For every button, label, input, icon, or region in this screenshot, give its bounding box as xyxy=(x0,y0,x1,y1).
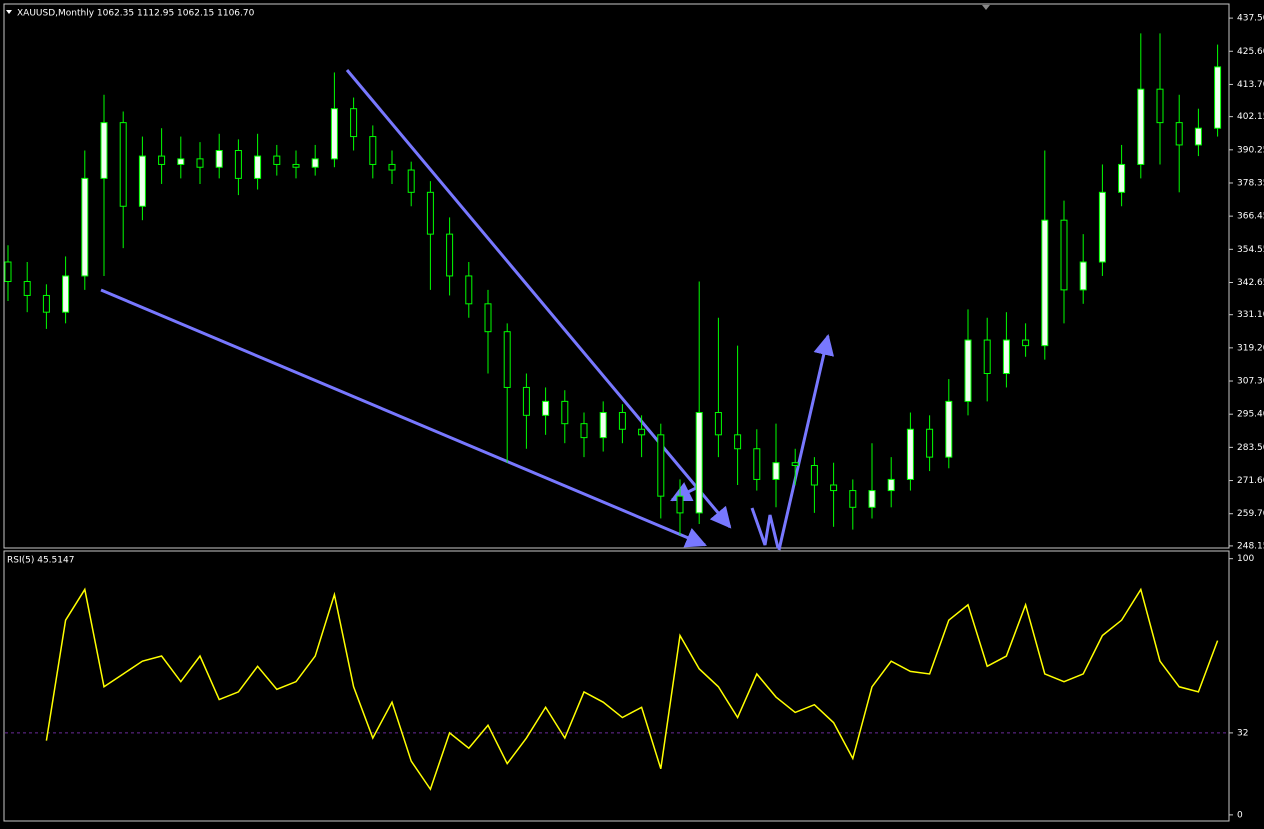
candle-body xyxy=(657,434,665,497)
candle-body xyxy=(330,108,338,160)
candle-body xyxy=(100,122,108,179)
candle-body xyxy=(158,155,166,165)
candle-body xyxy=(1175,122,1183,146)
chart-title: XAUUSD,Monthly 1062.35 1112.95 1062.15 1… xyxy=(17,9,255,19)
y-tick-label: 331.10 xyxy=(1237,310,1264,320)
candle-body xyxy=(388,163,396,171)
candle-body xyxy=(791,462,799,466)
candle-body xyxy=(618,412,626,430)
y-tick-label: 402.15 xyxy=(1237,112,1264,122)
y-tick-label: 437.50 xyxy=(1237,14,1264,24)
candle-body xyxy=(753,448,761,480)
candle-body xyxy=(119,122,127,207)
candle-body xyxy=(1022,339,1030,347)
y-tick-label: 390.25 xyxy=(1237,145,1264,155)
candle-body xyxy=(830,484,838,492)
y-tick-label: 425.60 xyxy=(1237,47,1264,57)
candle-body xyxy=(964,339,972,402)
y-tick-label: 307.30 xyxy=(1237,377,1264,387)
candle-body xyxy=(695,412,703,514)
candle-body xyxy=(138,155,146,207)
menu-icon[interactable] xyxy=(6,10,12,14)
candle-body xyxy=(772,462,780,480)
candle-body xyxy=(580,423,588,439)
main-panel xyxy=(3,3,1230,549)
candle-body xyxy=(926,428,934,458)
y-tick-label: 342.65 xyxy=(1237,278,1264,288)
candle-body xyxy=(906,428,914,480)
candle-body xyxy=(599,412,607,439)
candle-body xyxy=(234,150,242,179)
trendlines xyxy=(100,69,835,551)
y-tick-label: 378.35 xyxy=(1237,178,1264,188)
candle-body xyxy=(407,169,415,193)
candle-body xyxy=(1194,127,1202,146)
y-tick-label: 366.45 xyxy=(1237,212,1264,222)
candle-body xyxy=(542,400,550,416)
y-tick-label: 0 xyxy=(1237,810,1243,820)
rsi-panel xyxy=(3,550,1230,822)
candle-body xyxy=(465,275,473,305)
candle-body xyxy=(983,339,991,375)
candle-body xyxy=(484,303,492,333)
y-tick-label: 413.70 xyxy=(1237,80,1264,90)
candle-body xyxy=(810,464,818,486)
candle-body xyxy=(676,495,684,514)
rsi-title: RSI(5) 45.5147 xyxy=(7,556,74,566)
arrow xyxy=(777,333,835,551)
candle-body xyxy=(849,490,857,508)
y-tick-label: 319.20 xyxy=(1237,343,1264,353)
candle-body xyxy=(23,281,31,296)
candle-body xyxy=(254,155,262,179)
zigzag xyxy=(750,507,780,549)
candle-body xyxy=(1137,88,1145,165)
candle-body xyxy=(1041,219,1049,347)
candle-body xyxy=(350,108,358,138)
trendline xyxy=(100,288,707,548)
candle-body xyxy=(273,155,281,165)
candle-body xyxy=(1079,261,1087,291)
candle-body xyxy=(868,490,876,508)
candle-body xyxy=(1118,163,1126,193)
y-tick-label: 248.15 xyxy=(1237,541,1264,551)
y-tick-label: 259.70 xyxy=(1237,509,1264,519)
candle-body xyxy=(196,158,204,168)
candle-body xyxy=(1156,88,1164,124)
candle-body xyxy=(887,478,895,492)
candle-body xyxy=(714,412,722,436)
rsi-line xyxy=(45,587,1219,791)
candle-body xyxy=(426,191,434,235)
y-tick-label: 354.55 xyxy=(1237,245,1264,255)
y-tick-label: 283.50 xyxy=(1237,443,1264,453)
candle-body xyxy=(1002,339,1010,375)
candle-body xyxy=(638,428,646,436)
candle-body xyxy=(522,386,530,416)
y-tick-label: 271.60 xyxy=(1237,476,1264,486)
y-tick-label: 32 xyxy=(1237,728,1248,738)
candle-body xyxy=(311,158,319,168)
candle-body xyxy=(446,233,454,277)
y-tick-label: 100 xyxy=(1237,554,1254,564)
candle-body xyxy=(503,331,511,388)
candle-body xyxy=(62,275,70,313)
candle-body xyxy=(42,294,50,313)
shift-marker xyxy=(982,5,990,10)
candle-body xyxy=(4,261,12,283)
trendline xyxy=(345,69,732,529)
candle-body xyxy=(81,177,89,277)
candle-body xyxy=(734,434,742,450)
candle-body xyxy=(1098,191,1106,263)
candle-body xyxy=(292,163,300,168)
candle-body xyxy=(1060,219,1068,291)
y-tick-label: 295.40 xyxy=(1237,410,1264,420)
candle-body xyxy=(177,158,185,165)
candle-body xyxy=(215,150,223,168)
candle-body xyxy=(1214,66,1222,129)
candle-body xyxy=(945,400,953,458)
candle-body xyxy=(561,400,569,425)
candle-body xyxy=(369,136,377,165)
